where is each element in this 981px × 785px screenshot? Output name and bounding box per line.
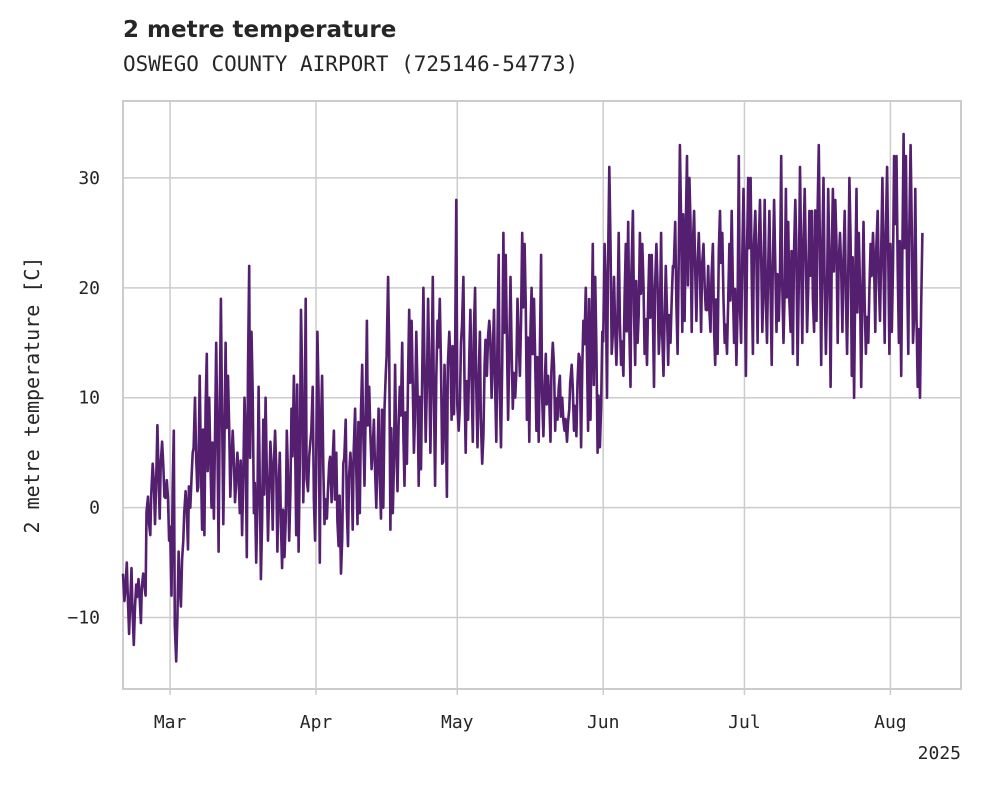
x-axis-year-label: 2025 (918, 743, 961, 764)
x-tick-label: Jun (587, 712, 620, 733)
x-tick-label: Mar (154, 712, 187, 733)
y-axis-ticks: −10 0 10 20 30 (67, 168, 100, 629)
plot-frame (122, 100, 962, 690)
x-tick-label: Apr (300, 712, 333, 733)
x-tick-label: Aug (874, 712, 907, 733)
x-tick-label: Jul (728, 712, 761, 733)
y-tick-label: 20 (78, 278, 100, 299)
chart-subtitle: OSWEGO COUNTY AIRPORT (725146-54773) (123, 52, 579, 76)
series-layer (121, 132, 924, 663)
x-axis-ticks: Mar Apr May Jun Jul Aug (154, 689, 907, 733)
chart-title: 2 metre temperature (123, 17, 397, 43)
temperature-series-line (121, 132, 924, 663)
y-tick-label: 10 (78, 388, 100, 409)
x-tick-label: May (441, 712, 474, 733)
y-axis-label: 2 metre temperature [C] (20, 257, 44, 534)
y-tick-label: 30 (78, 168, 100, 189)
y-tick-label: −10 (67, 608, 100, 629)
y-tick-label: 0 (89, 498, 100, 519)
